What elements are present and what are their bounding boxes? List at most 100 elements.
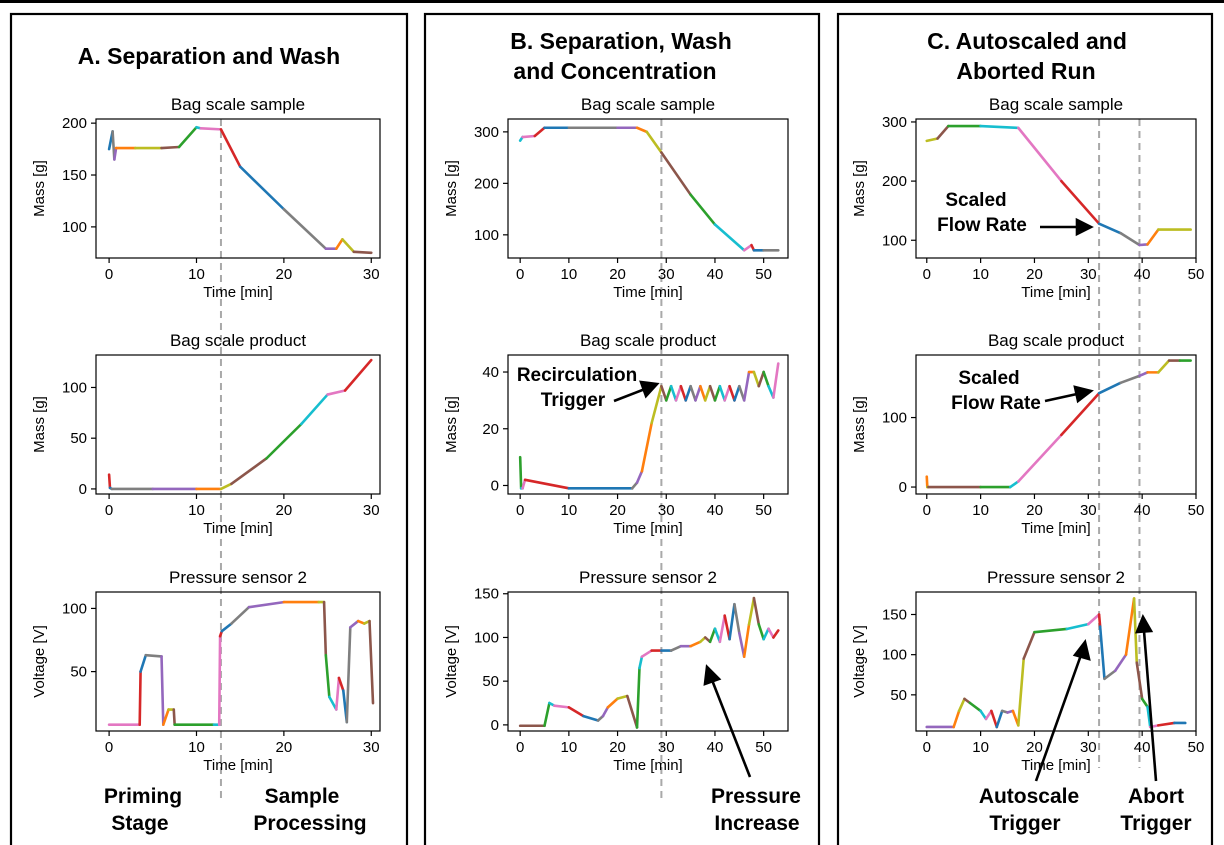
data-segment (606, 697, 619, 709)
data-segment (957, 697, 966, 713)
x-tick-label: 40 (1134, 266, 1151, 283)
chart-a-1: 0 10 20 30 0 50 100 Bag scale product Time [min]… (31, 331, 381, 537)
data-segment (936, 124, 950, 140)
data-segment (772, 629, 780, 639)
data-segment (689, 384, 697, 402)
data-segment (533, 126, 546, 138)
data-segment (1138, 371, 1149, 378)
y-axis-label: Mass [g] (443, 396, 460, 453)
y-tick-label: 0 (491, 477, 499, 494)
panel-b-title-line1: B. Separation, Wash (510, 28, 732, 54)
data-segment (767, 627, 775, 639)
panel-a-title: A. Separation and Wash (78, 43, 340, 69)
axes-frame (95, 118, 381, 259)
y-tick-label: 100 (882, 410, 907, 427)
x-tick-label: 40 (707, 739, 724, 756)
scaled-flow-label1-line1: Scaled (945, 190, 1006, 211)
x-axis-label: Time [min] (613, 520, 682, 537)
axes-frame (507, 118, 789, 259)
x-axis-label: Time [min] (613, 284, 682, 301)
y-tick-label: 50 (70, 664, 87, 681)
data-segment (144, 653, 163, 658)
data-segment (1097, 381, 1122, 395)
pressure-arrow (703, 664, 752, 778)
data-segment (601, 706, 610, 718)
data-segment (230, 605, 251, 625)
y-axis-label: Voltage [V] (443, 625, 460, 698)
chart-title: Pressure sensor 2 (579, 568, 717, 587)
y-tick-label: 300 (882, 114, 907, 131)
x-tick-label: 30 (1080, 502, 1097, 519)
y-tick-label: 100 (62, 600, 87, 617)
data-segment (1113, 653, 1128, 673)
data-segment (324, 653, 331, 699)
data-segment (138, 670, 142, 726)
data-segment (626, 694, 639, 729)
x-tick-label: 20 (609, 502, 626, 519)
x-tick-label: 0 (516, 266, 524, 283)
x-tick-label: 0 (923, 502, 931, 519)
data-segment (1138, 243, 1149, 247)
data-segment (518, 455, 523, 490)
chart-title: Bag scale sample (581, 95, 715, 114)
data-segment (708, 627, 717, 644)
data-segment (713, 384, 722, 402)
x-tick-label: 10 (972, 266, 989, 283)
scaled-flow-arrow-1 (1040, 217, 1094, 237)
data-segment (1060, 179, 1101, 225)
data-segment (995, 709, 1004, 729)
y-axis-label: Mass [g] (31, 396, 48, 453)
data-segment (1103, 669, 1117, 681)
data-segment (521, 134, 537, 139)
panel-frame-a (9, 12, 409, 845)
data-segment (247, 600, 286, 609)
data-segment (742, 623, 751, 658)
data-segment (728, 602, 736, 641)
data-segment (139, 653, 148, 673)
x-tick-label: 40 (707, 266, 724, 283)
data-segment (733, 602, 741, 635)
chart-title: Bag scale sample (989, 95, 1123, 114)
data-segment (1087, 613, 1101, 626)
x-tick-label: 0 (516, 502, 524, 519)
y-tick-label: 50 (890, 687, 907, 704)
y-axis-label: Mass [g] (443, 160, 460, 217)
x-tick-label: 0 (105, 266, 113, 283)
chart-title: Bag scale sample (171, 95, 305, 114)
data-segment (172, 708, 176, 726)
data-segment (669, 384, 678, 402)
data-segment (160, 145, 181, 150)
data-segment (728, 384, 736, 402)
autoscale-label-line2: Trigger (989, 812, 1060, 835)
data-segment (635, 126, 649, 134)
x-tick-label: 30 (1080, 739, 1097, 756)
panel-c-title-line1: C. Autoscaled and (927, 28, 1127, 54)
axes-frame (95, 591, 381, 732)
autoscale-label-line1: Autoscale (979, 785, 1079, 808)
data-segment (925, 137, 939, 143)
data-segment (521, 478, 527, 490)
data-segment (925, 475, 929, 489)
chart-title: Bag scale product (170, 331, 306, 350)
x-tick-label: 0 (516, 739, 524, 756)
x-tick-label: 20 (276, 502, 293, 519)
data-segment (219, 482, 233, 491)
x-axis-label: Time [min] (1021, 520, 1090, 537)
y-axis-label: Mass [g] (31, 160, 48, 217)
data-segment (341, 238, 356, 254)
panel-b-title-line2: and Concentration (513, 58, 716, 84)
x-tick-label: 10 (561, 266, 578, 283)
data-segment (968, 701, 982, 713)
data-segment (265, 422, 303, 460)
data-segment (177, 125, 198, 149)
scaled-flow-arrow-2 (1044, 385, 1094, 404)
y-tick-label: 20 (482, 421, 499, 438)
x-tick-label: 30 (363, 266, 380, 283)
data-segment (752, 596, 761, 626)
chart-title: Pressure sensor 2 (987, 568, 1125, 587)
axes-frame (915, 354, 1197, 495)
y-tick-label: 0 (79, 481, 87, 498)
panel-frame-b (423, 12, 821, 845)
data-segment (1124, 597, 1136, 656)
